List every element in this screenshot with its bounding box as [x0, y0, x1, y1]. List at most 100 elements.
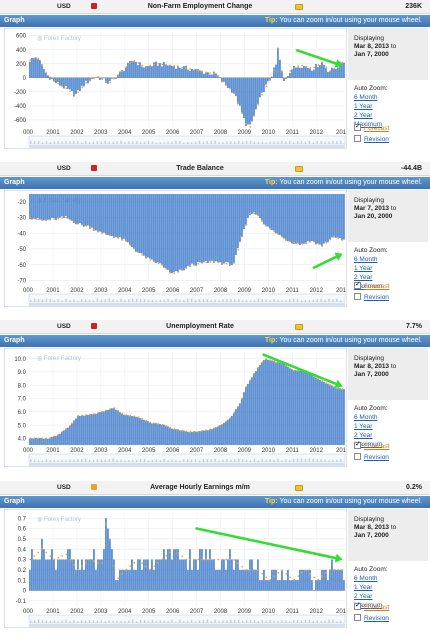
data-bar: [287, 75, 289, 78]
x-tick-label: 2010: [262, 130, 276, 136]
forecast-marker: [45, 72, 48, 74]
forecast-marker: [173, 272, 176, 274]
forecast-label[interactable]: Forecast: [364, 125, 390, 133]
forecast-label[interactable]: Forecast: [364, 604, 390, 612]
data-bar: [329, 71, 331, 78]
folder-icon[interactable]: [295, 485, 303, 491]
data-bar: [169, 428, 171, 445]
forecast-marker: [29, 437, 32, 440]
data-bar: [317, 67, 319, 78]
data-bar: [31, 549, 33, 591]
range-scrollbar: [29, 145, 345, 148]
forecast-marker: [301, 64, 304, 67]
revision-label[interactable]: Revision: [364, 294, 389, 302]
revision-checkbox[interactable]: [354, 453, 361, 460]
zoom-option-maximum[interactable]: Maximum: [354, 441, 383, 448]
data-bar: [77, 559, 79, 591]
chart-area[interactable]: 600 400 200 0 -200 -400 -600 2001 2002 2003 2004 20…: [3, 27, 348, 150]
forecast-marker: [233, 262, 236, 264]
x-tick-label: 2009: [238, 609, 252, 615]
forecast-checkbox[interactable]: [354, 122, 361, 131]
forecast-marker: [245, 123, 248, 125]
chart-area[interactable]: 10.0 9.0 8.0 7.0 6.0 5.0 4.0 2001 2002 2003 2004 20…: [3, 347, 348, 468]
navigator-bar: [300, 300, 303, 302]
revision-toggle[interactable]: Revision: [354, 614, 389, 623]
forecast-toggle[interactable]: Forecast: [354, 601, 390, 612]
zoom-option-6-month[interactable]: 6 Month: [354, 256, 378, 263]
forecast-toggle[interactable]: Forecast: [354, 280, 390, 291]
data-bar: [317, 378, 319, 445]
forecast-marker: [261, 219, 264, 222]
zoom-option-maximum[interactable]: Maximum: [354, 283, 383, 290]
folder-icon[interactable]: [295, 166, 303, 172]
zoom-option-2-year[interactable]: 2 Year: [354, 432, 373, 439]
forecast-marker: [305, 569, 308, 572]
data-bar: [101, 411, 103, 445]
zoom-option-1-year[interactable]: 1 Year: [354, 584, 373, 591]
forecast-toggle[interactable]: Forecast: [354, 122, 390, 133]
navigator-bar: [135, 621, 138, 623]
data-bar: [299, 569, 301, 591]
x-tick-label: 2012: [310, 448, 324, 454]
data-bar: [57, 194, 59, 218]
navigator-bar: [312, 142, 314, 144]
forecast-marker: [149, 64, 152, 67]
data-bar: [275, 362, 277, 445]
zoom-option-6-month[interactable]: 6 Month: [354, 414, 378, 421]
data-bar: [75, 569, 77, 591]
zoom-option-1-year[interactable]: 1 Year: [354, 103, 373, 110]
data-bar: [173, 66, 175, 78]
revision-checkbox[interactable]: [354, 614, 361, 621]
data-bar: [309, 68, 311, 78]
data-bar: [141, 66, 143, 78]
forecast-marker: [177, 552, 180, 554]
forecast-checkbox[interactable]: [354, 280, 361, 289]
navigator-bar: [128, 620, 130, 623]
revision-label[interactable]: Revision: [364, 615, 389, 623]
revision-toggle[interactable]: Revision: [354, 453, 389, 462]
revision-checkbox[interactable]: [354, 293, 361, 300]
revision-toggle[interactable]: Revision: [354, 293, 389, 302]
data-bar: [225, 421, 227, 445]
y-tick-label: 0.1: [18, 578, 27, 584]
revision-label[interactable]: Revision: [364, 136, 389, 144]
folder-icon[interactable]: [295, 324, 303, 330]
zoom-option-1-year[interactable]: 1 Year: [354, 423, 373, 430]
data-bar: [203, 73, 205, 78]
data-bar: [63, 77, 65, 89]
forecast-toggle[interactable]: Forecast: [354, 440, 390, 451]
chart-area[interactable]: -20 -30 -40 -50 -60 -70 2001 2002 2003 2004 2005 20…: [3, 189, 348, 308]
forecast-marker: [105, 233, 108, 236]
revision-toggle[interactable]: Revision: [354, 135, 389, 144]
zoom-option-2-year[interactable]: 2 Year: [354, 274, 373, 281]
zoom-option-2-year[interactable]: 2 Year: [354, 112, 373, 119]
chart-area[interactable]: 0.7 0.6 0.5 0.4 0.3 0.2 0.1 0 -0.1 2001 2002 2003 20…: [3, 508, 348, 629]
zoom-option-6-month[interactable]: 6 Month: [354, 94, 378, 101]
data-bar: [73, 559, 75, 591]
zoom-option-2-year[interactable]: 2 Year: [354, 593, 373, 600]
zoom-option-maximum[interactable]: Maximum: [354, 121, 383, 128]
data-bar: [297, 194, 299, 243]
forecast-checkbox[interactable]: [354, 601, 361, 610]
revision-label[interactable]: Revision: [364, 454, 389, 462]
zoom-option-maximum[interactable]: Maximum: [354, 602, 383, 609]
forecast-marker: [121, 70, 124, 72]
data-bar: [287, 194, 289, 242]
forecast-marker: [237, 102, 240, 104]
navigator-bar: [120, 140, 122, 144]
forecast-label[interactable]: Forecast: [364, 443, 390, 451]
revision-checkbox[interactable]: [354, 135, 361, 142]
navigator-bar: [124, 299, 126, 302]
folder-icon[interactable]: [295, 4, 303, 10]
navigator-bar: [218, 620, 220, 623]
forecast-checkbox[interactable]: [354, 440, 361, 449]
forecast-marker: [281, 236, 284, 238]
navigator-bar: [171, 300, 173, 302]
data-bar: [219, 194, 221, 263]
forecast-label[interactable]: Forecast: [364, 283, 390, 291]
zoom-option-6-month[interactable]: 6 Month: [354, 575, 378, 582]
forecast-marker: [273, 575, 276, 577]
forecast-marker: [321, 575, 324, 577]
forecast-marker: [305, 65, 308, 68]
zoom-option-1-year[interactable]: 1 Year: [354, 265, 373, 272]
